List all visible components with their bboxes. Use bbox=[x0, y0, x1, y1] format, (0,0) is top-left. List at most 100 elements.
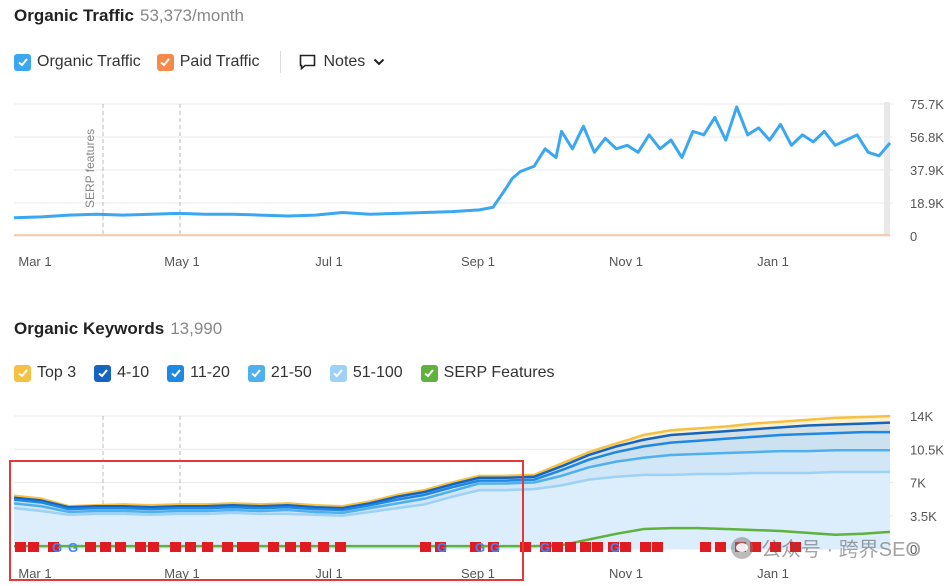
legend-serp-features[interactable]: SERP Features bbox=[420, 364, 555, 382]
serp-flag-icon[interactable] bbox=[770, 542, 781, 552]
legend-top-3[interactable]: Top 3 bbox=[14, 364, 76, 382]
serp-flag-icon[interactable] bbox=[335, 542, 346, 552]
keywords-legend: Top 3 4-10 11-20 21-50 51-100 SERP Features bbox=[14, 364, 573, 382]
y-tick-label: 7K bbox=[910, 476, 926, 491]
serp-flag-icon[interactable] bbox=[715, 542, 726, 552]
x-tick-label: Jul 1 bbox=[315, 566, 342, 581]
serp-flag-icon[interactable] bbox=[48, 542, 59, 552]
check-icon bbox=[424, 369, 434, 378]
serp-flag-icon[interactable] bbox=[565, 542, 576, 552]
organic-traffic-title: Organic Traffic 53,373/month bbox=[14, 6, 244, 26]
serp-flag-icon[interactable] bbox=[15, 542, 26, 552]
serp-flag-icon[interactable] bbox=[170, 542, 181, 552]
y-tick-label: 14K bbox=[910, 409, 933, 424]
legend-divider bbox=[279, 51, 281, 73]
chart-scroll-handle[interactable] bbox=[884, 102, 890, 236]
checkbox-21-50[interactable] bbox=[247, 364, 265, 382]
serp-flag-icon[interactable] bbox=[470, 542, 481, 552]
legend-21-50[interactable]: 21-50 bbox=[247, 364, 312, 382]
serp-flag-icon[interactable] bbox=[750, 542, 761, 552]
serp-flag-icon[interactable] bbox=[285, 542, 296, 552]
y-tick-label: 0 bbox=[910, 542, 917, 557]
legend-11-20[interactable]: 11-20 bbox=[167, 364, 230, 382]
x-tick-label: Mar 1 bbox=[18, 566, 51, 581]
organic-traffic-metric: 53,373/month bbox=[139, 6, 244, 25]
serp-flag-icon[interactable] bbox=[222, 542, 233, 552]
organic-traffic-chart[interactable]: SERP features 75.7K 56.8K 37.9K 18.9K 0 Mar … bbox=[0, 90, 949, 275]
serp-flag-icon[interactable] bbox=[202, 542, 213, 552]
serp-flag-icon[interactable] bbox=[268, 542, 279, 552]
legend-organic-traffic-label: Organic Traffic bbox=[37, 53, 141, 70]
serp-flag-icon[interactable] bbox=[620, 542, 631, 552]
google-update-icon[interactable]: G bbox=[68, 540, 78, 555]
google-update-icon[interactable]: G bbox=[52, 540, 62, 555]
series-area bbox=[14, 472, 890, 549]
google-update-icon[interactable]: G bbox=[490, 540, 500, 555]
serp-flag-icon[interactable] bbox=[148, 542, 159, 552]
watermark-text: 公众号 · 跨界SEO bbox=[760, 539, 921, 561]
legend-label: 11-20 bbox=[190, 364, 230, 381]
x-tick-label: May 1 bbox=[164, 254, 199, 269]
serp-flag-icon[interactable] bbox=[185, 542, 196, 552]
google-update-icon[interactable]: G bbox=[475, 540, 485, 555]
serp-flag-icon[interactable] bbox=[420, 542, 431, 552]
series-line-11-20 bbox=[13, 430, 890, 512]
serp-flag-icon[interactable] bbox=[248, 542, 259, 552]
check-icon bbox=[171, 369, 181, 378]
check-icon bbox=[17, 58, 28, 67]
serp-flag-icon[interactable] bbox=[520, 542, 531, 552]
serp-flag-icon[interactable] bbox=[540, 542, 551, 552]
serp-flag-icon[interactable] bbox=[300, 542, 311, 552]
serp-flag-icon[interactable] bbox=[237, 542, 248, 552]
traffic-legend: Organic Traffic Paid Traffic Notes bbox=[14, 51, 385, 73]
google-update-icon[interactable]: G bbox=[540, 540, 550, 555]
serp-flag-icon[interactable] bbox=[552, 542, 563, 552]
checkbox-organic-traffic[interactable] bbox=[14, 53, 31, 71]
google-update-icon[interactable]: G bbox=[437, 540, 447, 555]
x-tick-label: May 1 bbox=[164, 566, 199, 581]
series-line-serp-features bbox=[14, 526, 891, 548]
legend-organic-traffic[interactable]: Organic Traffic bbox=[14, 53, 141, 71]
y-tick-label: 10.5K bbox=[910, 442, 944, 457]
serp-flag-icon[interactable] bbox=[700, 542, 711, 552]
x-tick-label: Jul 1 bbox=[315, 254, 342, 269]
legend-51-100[interactable]: 51-100 bbox=[329, 364, 403, 382]
legend-4-10[interactable]: 4-10 bbox=[94, 364, 149, 382]
check-icon bbox=[333, 369, 344, 378]
y-tick-label: 75.7K bbox=[910, 97, 944, 112]
serp-flag-icon[interactable] bbox=[652, 542, 663, 552]
checkbox-51-100[interactable] bbox=[329, 364, 347, 382]
notes-dropdown[interactable]: Notes bbox=[299, 53, 386, 71]
check-icon bbox=[98, 369, 108, 378]
checkbox-top-3[interactable] bbox=[14, 364, 31, 382]
serp-flag-icon[interactable] bbox=[28, 542, 39, 552]
x-tick-label: Sep 1 bbox=[461, 566, 495, 581]
serp-flag-icon[interactable] bbox=[608, 542, 619, 552]
checkbox-paid-traffic[interactable] bbox=[156, 53, 174, 71]
serp-flag-icon[interactable] bbox=[580, 542, 591, 552]
serp-flag-icon[interactable] bbox=[85, 542, 96, 552]
checkbox-11-20[interactable] bbox=[167, 364, 185, 382]
notes-label: Notes bbox=[323, 53, 366, 70]
serp-flag-icon[interactable] bbox=[115, 542, 126, 552]
x-tick-label: Jan 1 bbox=[757, 566, 789, 581]
serp-flag-icon[interactable] bbox=[640, 542, 651, 552]
serp-flag-icon[interactable] bbox=[790, 542, 801, 552]
serp-flag-icon[interactable] bbox=[488, 542, 499, 552]
google-update-icon[interactable]: G bbox=[610, 540, 620, 555]
y-tick-label: 0 bbox=[910, 229, 917, 244]
traffic-series bbox=[13, 105, 892, 237]
checkbox-serp-features[interactable] bbox=[420, 364, 438, 382]
note-icon bbox=[299, 54, 316, 70]
legend-paid-traffic[interactable]: Paid Traffic bbox=[156, 53, 260, 71]
serp-flag-icon[interactable] bbox=[100, 542, 111, 552]
serp-flag-icon[interactable] bbox=[435, 542, 446, 552]
checkbox-4-10[interactable] bbox=[94, 364, 112, 382]
y-tick-label: 3.5K bbox=[910, 509, 937, 524]
serp-flag-icon[interactable] bbox=[135, 542, 146, 552]
series-line-organic-traffic bbox=[13, 105, 892, 220]
serp-flag-icon[interactable] bbox=[318, 542, 329, 552]
legend-label: 4-10 bbox=[117, 364, 150, 381]
serp-flag-icon[interactable] bbox=[592, 542, 603, 552]
